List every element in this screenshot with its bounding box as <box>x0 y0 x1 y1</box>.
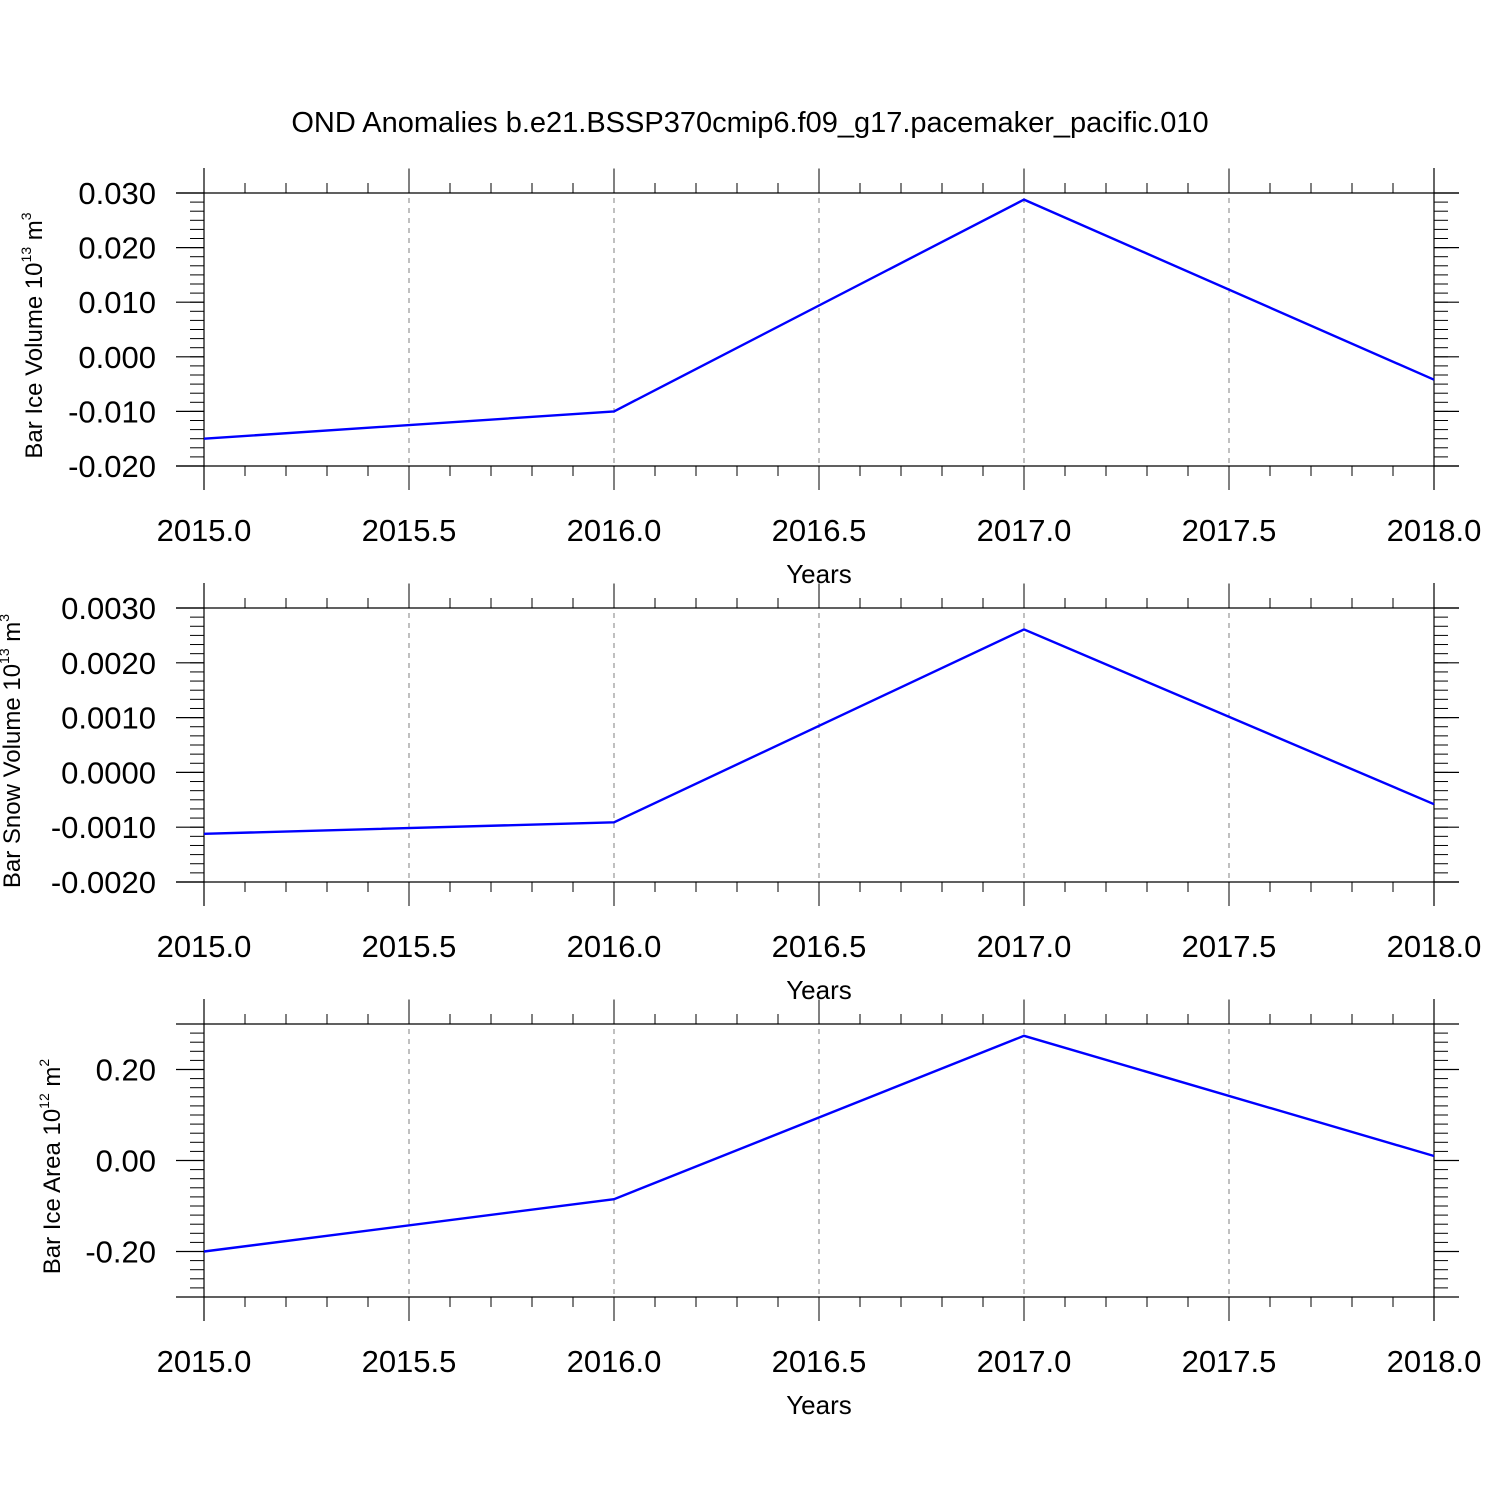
x-tick-label: 2015.0 <box>157 513 252 548</box>
y-axis-label-unit-exponent: 3 <box>18 212 34 220</box>
x-tick-label: 2018.0 <box>1387 929 1482 964</box>
x-tick-label: 2015.5 <box>362 1344 457 1379</box>
x-tick-label: 2016.0 <box>567 1344 662 1379</box>
y-axis-label-text: Bar Ice Area 10 <box>39 1109 66 1274</box>
x-tick-label: 2016.5 <box>772 1344 867 1379</box>
y-tick-label: 0.000 <box>78 340 156 375</box>
y-axis-label: Bar Ice Area 1012 m2 <box>36 1059 66 1275</box>
y-tick-label: 0.0030 <box>61 591 156 626</box>
y-tick-label: 0.20 <box>96 1053 156 1088</box>
y-axis-label: Bar Snow Volume 1013 m3 <box>0 614 26 888</box>
y-tick-label: 0.0020 <box>61 646 156 681</box>
x-tick-label: 2017.0 <box>977 1344 1072 1379</box>
y-tick-label: -0.010 <box>68 394 156 429</box>
x-tick-label: 2016.5 <box>772 513 867 548</box>
y-axis-label-unit: m <box>39 1067 66 1094</box>
y-axis-label-unit-exponent: 3 <box>0 614 12 622</box>
y-tick-label: 0.020 <box>78 231 156 266</box>
y-tick-label: 0.030 <box>78 176 156 211</box>
y-axis-label: Bar Ice Volume 1013 m3 <box>18 212 48 458</box>
y-tick-label: 0.00 <box>96 1144 156 1179</box>
series-line <box>203 198 1435 440</box>
y-axis-label-unit: m <box>0 622 26 649</box>
x-tick-label: 2016.5 <box>772 929 867 964</box>
x-tick-label: 2016.0 <box>567 929 662 964</box>
y-tick-label: 0.010 <box>78 285 156 320</box>
y-tick-label: -0.020 <box>68 449 156 484</box>
x-tick-label: 2017.0 <box>977 513 1072 548</box>
y-axis-label-text: Bar Ice Volume 10 <box>21 262 48 458</box>
x-tick-label: 2015.5 <box>362 513 457 548</box>
series-line <box>203 1034 1435 1253</box>
x-tick-label: 2015.5 <box>362 929 457 964</box>
x-tick-label: 2017.5 <box>1182 513 1277 548</box>
y-tick-label: -0.20 <box>85 1235 156 1270</box>
y-axis-label-exponent: 13 <box>0 648 12 664</box>
y-axis-label-unit-exponent: 2 <box>36 1059 52 1067</box>
x-tick-label: 2017.0 <box>977 929 1072 964</box>
y-tick-label: -0.0020 <box>51 865 156 900</box>
x-tick-label: 2017.5 <box>1182 929 1277 964</box>
series-line <box>203 628 1435 835</box>
y-tick-label: -0.0010 <box>51 810 156 845</box>
y-tick-label: 0.0000 <box>61 755 156 790</box>
y-axis-label-exponent: 12 <box>36 1093 52 1109</box>
panel-3: 0.20 0.00 -0.20 2015.0 2015.5 2016.0 2016.5 201… <box>36 999 1481 1420</box>
figure-title: OND Anomalies b.e21.BSSP370cmip6.f09_g17… <box>291 107 1208 139</box>
panel-2: 0.00300.00200.00100.0000-0.0010-0.002020… <box>0 583 1481 1005</box>
x-tick-label: 2015.0 <box>157 929 252 964</box>
x-tick-label: 2016.0 <box>567 513 662 548</box>
x-axis-label: Years <box>786 1390 852 1420</box>
x-tick-label: 2017.5 <box>1182 1344 1277 1379</box>
y-axis-label-unit: m <box>21 220 48 247</box>
y-axis-label-exponent: 13 <box>18 247 34 263</box>
y-axis-label-text: Bar Snow Volume 10 <box>0 664 26 888</box>
x-tick-label: 2015.0 <box>157 1344 252 1379</box>
x-tick-label: 2018.0 <box>1387 513 1482 548</box>
x-tick-label: 2018.0 <box>1387 1344 1482 1379</box>
y-tick-label: 0.0010 <box>61 701 156 736</box>
